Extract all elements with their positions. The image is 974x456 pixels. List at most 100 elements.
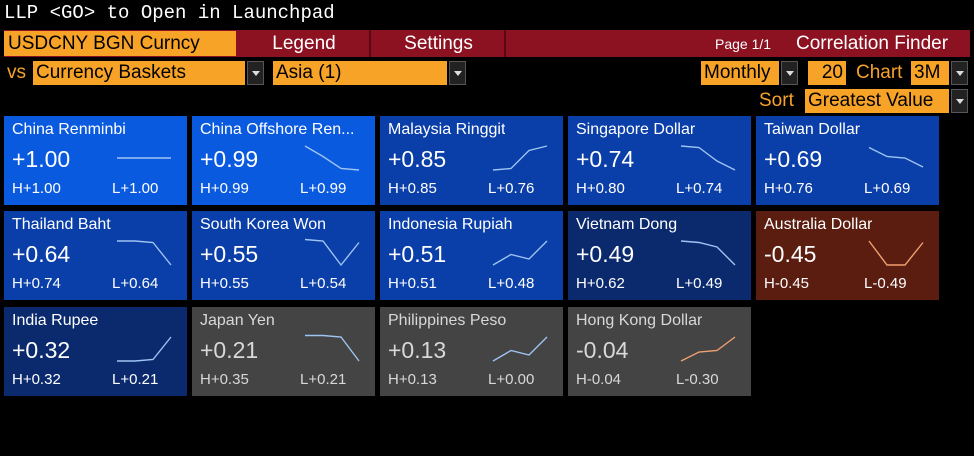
tile-name: Hong Kong Dollar xyxy=(576,312,703,329)
tile-value: +0.85 xyxy=(388,146,447,172)
tile-value: +0.99 xyxy=(200,146,259,172)
tile-value: +0.21 xyxy=(200,337,259,363)
sparkline-path xyxy=(304,238,360,267)
correlation-tile[interactable]: Taiwan Dollar +0.69 H+0.76 L+0.69 xyxy=(756,116,939,205)
tile-high: H+0.85 xyxy=(388,180,437,197)
vs-label: vs xyxy=(7,62,26,83)
sparkline xyxy=(117,157,171,159)
tile-value: +0.55 xyxy=(200,241,259,267)
sparkline-path xyxy=(680,336,736,362)
tile-value: +0.49 xyxy=(576,241,635,267)
sparkline xyxy=(492,240,548,266)
sparkline-path xyxy=(492,145,548,171)
chart-label: Chart xyxy=(856,62,903,83)
chart-range-dropdown-arrow-icon[interactable] xyxy=(951,61,968,85)
tile-low: L+0.69 xyxy=(864,180,911,197)
sparkline xyxy=(117,240,172,266)
tile-high: H+0.62 xyxy=(576,275,625,292)
tile-value: +1.00 xyxy=(12,146,71,172)
tile-high: H+0.35 xyxy=(200,371,249,388)
periodicity-dropdown[interactable]: Monthly xyxy=(701,61,779,85)
sparkline xyxy=(304,238,360,267)
sparkline-path xyxy=(680,145,736,171)
tile-value: +0.69 xyxy=(764,146,823,172)
sparkline xyxy=(492,336,548,362)
tile-high: H+0.74 xyxy=(12,275,61,292)
sparkline xyxy=(680,145,736,171)
sparkline xyxy=(492,145,548,171)
sparkline xyxy=(868,240,924,266)
tile-high: H+0.55 xyxy=(200,275,249,292)
tile-name: Japan Yen xyxy=(200,312,275,329)
correlation-tile[interactable]: Vietnam Dong +0.49 H+0.62 L+0.49 xyxy=(568,211,751,300)
tile-low: L+0.21 xyxy=(112,371,159,388)
sparkline-path xyxy=(680,240,736,266)
correlation-tile[interactable]: Indonesia Rupiah +0.51 H+0.51 L+0.48 xyxy=(380,211,563,300)
sparkline xyxy=(305,334,360,362)
tile-name: Vietnam Dong xyxy=(576,216,678,233)
correlation-tile[interactable]: China Offshore Ren... +0.99 H+0.99 L+0.99 xyxy=(192,116,375,205)
tile-name: Australia Dollar xyxy=(764,216,873,233)
tile-value: +0.64 xyxy=(12,241,71,267)
sparkline-path xyxy=(492,336,548,362)
sparkline-path xyxy=(117,336,172,362)
legend-button[interactable]: Legend xyxy=(239,30,371,57)
tile-low: L+0.21 xyxy=(300,371,347,388)
tile-low: L+0.99 xyxy=(300,180,347,197)
sort-dropdown-arrow-icon[interactable] xyxy=(951,89,968,113)
tile-name: South Korea Won xyxy=(200,216,327,233)
tile-low: L+0.76 xyxy=(488,180,535,197)
tile-low: L-0.30 xyxy=(676,371,719,388)
chart-range-dropdown[interactable]: 3M xyxy=(911,61,949,85)
correlation-tile[interactable]: South Korea Won +0.55 H+0.55 L+0.54 xyxy=(192,211,375,300)
correlation-tile[interactable]: Thailand Baht +0.64 H+0.74 L+0.64 xyxy=(4,211,187,300)
security-field[interactable]: USDCNY BGN Curncy xyxy=(4,31,236,56)
tile-high: H+0.76 xyxy=(764,180,813,197)
tile-high: H+0.13 xyxy=(388,371,437,388)
tile-low: L+0.64 xyxy=(112,275,159,292)
sort-dropdown[interactable]: Greatest Value xyxy=(805,89,949,113)
sparkline-path xyxy=(117,240,172,266)
sparkline-path xyxy=(492,240,548,266)
tile-low: L+1.00 xyxy=(112,180,159,197)
tile-high: H+0.32 xyxy=(12,371,61,388)
tile-high: H+0.99 xyxy=(200,180,249,197)
tile-high: H+0.51 xyxy=(388,275,437,292)
region-dropdown[interactable]: Asia (1) xyxy=(273,61,447,85)
sparkline xyxy=(680,240,736,266)
tile-name: Thailand Baht xyxy=(12,216,111,233)
settings-button[interactable]: Settings xyxy=(373,30,506,57)
correlation-tile[interactable]: China Renminbi +1.00 H+1.00 L+1.00 xyxy=(4,116,187,205)
sparkline xyxy=(304,145,360,171)
correlation-tile[interactable]: Australia Dollar -0.45 H-0.45 L-0.49 xyxy=(756,211,939,300)
basket-dropdown-arrow-icon[interactable] xyxy=(247,61,264,85)
tile-low: L+0.00 xyxy=(488,371,535,388)
tile-name: Singapore Dollar xyxy=(576,121,696,138)
region-dropdown-arrow-icon[interactable] xyxy=(449,61,466,85)
correlation-tile[interactable]: Singapore Dollar +0.74 H+0.80 L+0.74 xyxy=(568,116,751,205)
sparkline xyxy=(680,336,736,362)
tile-name: India Rupee xyxy=(12,312,99,329)
page-indicator: Page 1/1 xyxy=(715,36,772,52)
tile-value: -0.04 xyxy=(576,337,629,363)
basket-dropdown[interactable]: Currency Baskets xyxy=(33,61,245,85)
tile-name: Malaysia Ringgit xyxy=(388,121,506,138)
tile-high: H-0.45 xyxy=(764,275,810,292)
periodicity-dropdown-arrow-icon[interactable] xyxy=(781,61,798,85)
tile-value: +0.51 xyxy=(388,241,447,267)
correlation-tile[interactable]: Philippines Peso +0.13 H+0.13 L+0.00 xyxy=(380,307,563,396)
app-title: Correlation Finder xyxy=(796,33,949,54)
tile-value: +0.32 xyxy=(12,337,71,363)
correlation-tile[interactable]: India Rupee +0.32 H+0.32 L+0.21 xyxy=(4,307,187,396)
tile-value: -0.45 xyxy=(764,241,817,267)
correlation-tile[interactable]: Malaysia Ringgit +0.85 H+0.85 L+0.76 xyxy=(380,116,563,205)
correlation-tile[interactable]: Hong Kong Dollar -0.04 H-0.04 L-0.30 xyxy=(568,307,751,396)
tile-low: L+0.49 xyxy=(676,275,723,292)
tile-value: +0.13 xyxy=(388,337,447,363)
count-field[interactable]: 20 xyxy=(808,61,846,85)
correlation-tile[interactable]: Japan Yen +0.21 H+0.35 L+0.21 xyxy=(192,307,375,396)
tile-low: L+0.48 xyxy=(488,275,535,292)
sort-label: Sort xyxy=(759,90,794,111)
tile-name: Indonesia Rupiah xyxy=(388,216,513,233)
tile-low: L+0.74 xyxy=(676,180,723,197)
